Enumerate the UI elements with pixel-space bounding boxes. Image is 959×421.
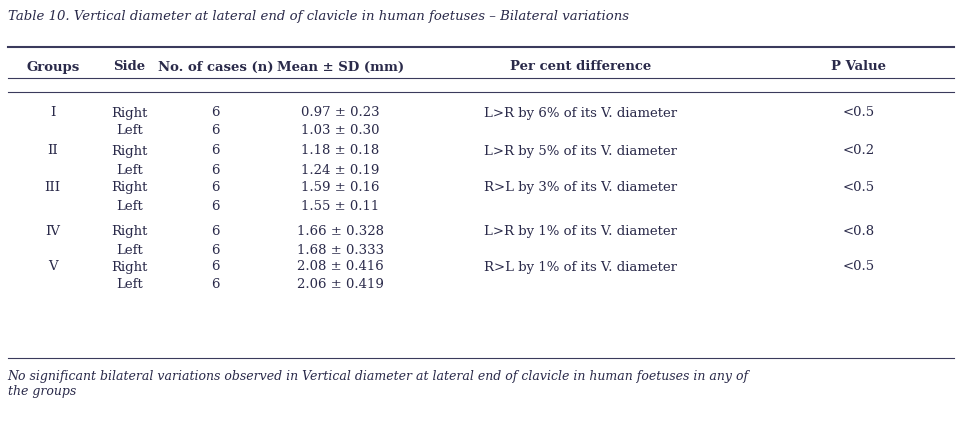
Text: 6: 6: [212, 243, 220, 256]
Text: No. of cases (n): No. of cases (n): [158, 61, 273, 74]
Text: 1.66 ± 0.328: 1.66 ± 0.328: [297, 226, 384, 239]
Text: 6: 6: [212, 279, 220, 291]
Text: Right: Right: [111, 144, 148, 157]
Text: 6: 6: [212, 261, 220, 274]
Text: L>R by 6% of its V. diameter: L>R by 6% of its V. diameter: [483, 107, 677, 120]
Text: III: III: [45, 181, 60, 195]
Text: Mean ± SD (mm): Mean ± SD (mm): [277, 61, 404, 74]
Text: Right: Right: [111, 261, 148, 274]
Text: Left: Left: [116, 200, 143, 213]
Text: 6: 6: [212, 144, 220, 157]
Text: R>L by 1% of its V. diameter: R>L by 1% of its V. diameter: [483, 261, 677, 274]
Text: I: I: [50, 107, 56, 120]
Text: Left: Left: [116, 279, 143, 291]
Text: 2.08 ± 0.416: 2.08 ± 0.416: [297, 261, 384, 274]
Text: 6: 6: [212, 125, 220, 138]
Text: 1.03 ± 0.30: 1.03 ± 0.30: [301, 125, 380, 138]
Text: Left: Left: [116, 163, 143, 176]
Text: II: II: [47, 144, 58, 157]
Text: <0.5: <0.5: [842, 107, 875, 120]
Text: R>L by 3% of its V. diameter: R>L by 3% of its V. diameter: [483, 181, 677, 195]
Text: 2.06 ± 0.419: 2.06 ± 0.419: [297, 279, 384, 291]
Text: 1.24 ± 0.19: 1.24 ± 0.19: [301, 163, 380, 176]
Text: Per cent difference: Per cent difference: [509, 61, 651, 74]
Text: Left: Left: [116, 243, 143, 256]
Text: L>R by 1% of its V. diameter: L>R by 1% of its V. diameter: [483, 226, 677, 239]
Text: L>R by 5% of its V. diameter: L>R by 5% of its V. diameter: [483, 144, 677, 157]
Text: Table 10. Vertical diameter at lateral end of clavicle in human foetuses – Bilat: Table 10. Vertical diameter at lateral e…: [8, 10, 629, 23]
Text: Groups: Groups: [26, 61, 80, 74]
Text: 1.68 ± 0.333: 1.68 ± 0.333: [297, 243, 384, 256]
Text: P Value: P Value: [830, 61, 886, 74]
Text: 0.97 ± 0.23: 0.97 ± 0.23: [301, 107, 380, 120]
Text: 1.18 ± 0.18: 1.18 ± 0.18: [301, 144, 380, 157]
Text: Right: Right: [111, 226, 148, 239]
Text: <0.2: <0.2: [842, 144, 875, 157]
Text: 6: 6: [212, 200, 220, 213]
Text: 6: 6: [212, 181, 220, 195]
Text: Right: Right: [111, 107, 148, 120]
Text: Side: Side: [113, 61, 146, 74]
Text: IV: IV: [45, 226, 60, 239]
Text: 1.55 ± 0.11: 1.55 ± 0.11: [301, 200, 380, 213]
Text: Left: Left: [116, 125, 143, 138]
Text: V: V: [48, 261, 58, 274]
Text: <0.8: <0.8: [842, 226, 875, 239]
Text: Right: Right: [111, 181, 148, 195]
Text: 6: 6: [212, 163, 220, 176]
Text: 6: 6: [212, 107, 220, 120]
Text: 6: 6: [212, 226, 220, 239]
Text: <0.5: <0.5: [842, 181, 875, 195]
Text: 1.59 ± 0.16: 1.59 ± 0.16: [301, 181, 380, 195]
Text: <0.5: <0.5: [842, 261, 875, 274]
Text: No significant bilateral variations observed in Vertical diameter at lateral end: No significant bilateral variations obse…: [8, 370, 749, 398]
